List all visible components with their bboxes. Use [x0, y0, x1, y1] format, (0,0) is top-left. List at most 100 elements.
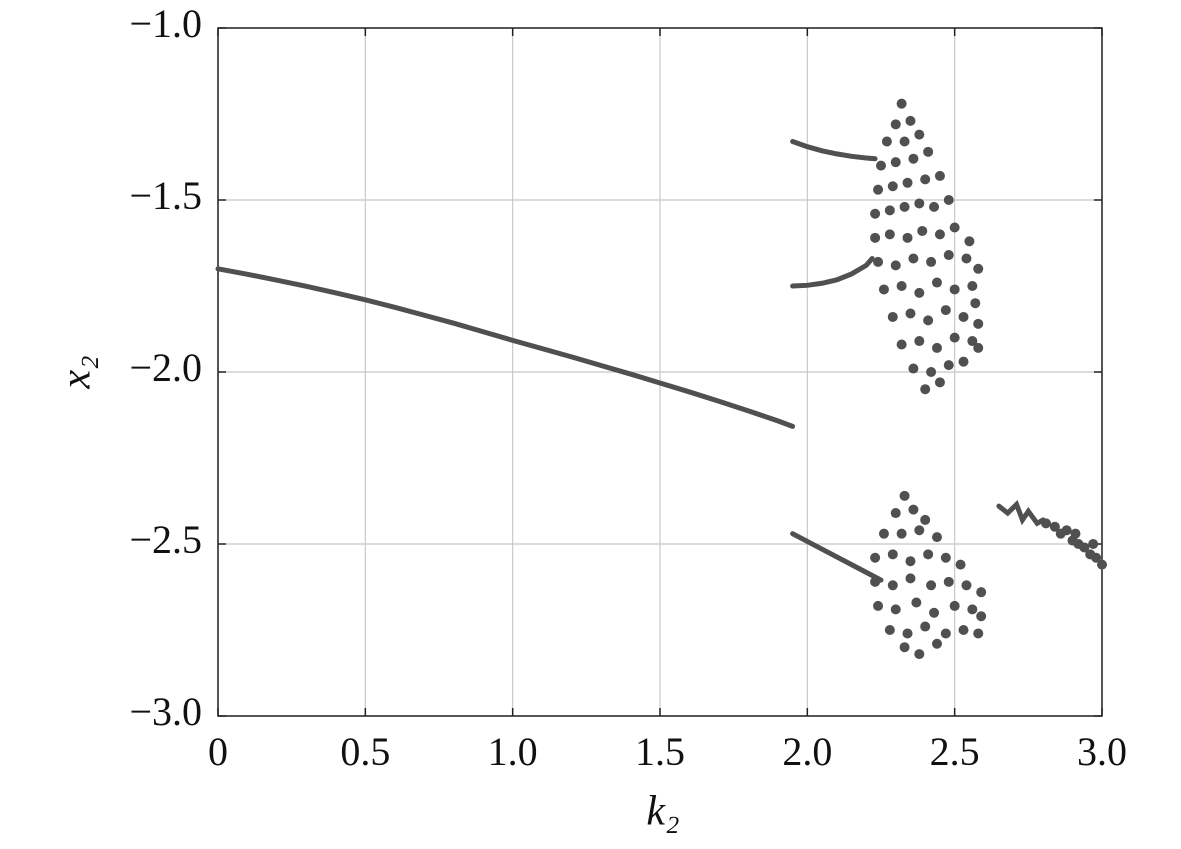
point — [931, 638, 942, 649]
point — [955, 559, 966, 570]
point — [887, 181, 898, 192]
point — [887, 580, 898, 591]
point — [914, 525, 925, 536]
point — [905, 115, 916, 126]
point — [908, 253, 919, 264]
point — [923, 549, 934, 560]
point — [920, 621, 931, 632]
point — [914, 198, 925, 209]
point — [926, 256, 937, 267]
point — [870, 576, 881, 587]
point — [920, 174, 931, 185]
point — [949, 332, 960, 343]
point — [905, 556, 916, 567]
point — [887, 549, 898, 560]
point — [890, 119, 901, 130]
point — [973, 628, 984, 639]
point — [931, 342, 942, 353]
point — [890, 157, 901, 168]
point — [908, 504, 919, 515]
point — [914, 129, 925, 140]
point — [870, 208, 881, 219]
point — [896, 281, 907, 291]
point — [961, 253, 972, 264]
x-tick-label: 1.5 — [635, 729, 685, 774]
x-tick-label: 0 — [208, 729, 228, 774]
point — [973, 318, 984, 329]
x-tick-label: 2.5 — [930, 729, 980, 774]
point — [943, 250, 954, 261]
x-axis-label: k₂ — [646, 789, 679, 835]
point — [896, 98, 907, 109]
point — [914, 649, 925, 660]
point — [902, 177, 913, 188]
x-tick-label: 3.0 — [1077, 729, 1127, 774]
point — [1079, 542, 1090, 553]
point — [943, 576, 954, 587]
point — [870, 232, 881, 243]
point — [896, 339, 907, 350]
point — [958, 311, 969, 322]
plot-frame — [217, 27, 1103, 717]
branch-line — [790, 255, 875, 289]
y-tick-label: −2.0 — [129, 345, 202, 390]
point — [976, 587, 987, 598]
point — [961, 580, 972, 591]
point — [934, 229, 945, 240]
branch-line — [790, 139, 878, 162]
point — [949, 222, 960, 233]
point — [929, 201, 940, 212]
point — [958, 625, 969, 635]
point — [890, 508, 901, 519]
x-tick-label: 1.0 — [488, 729, 538, 774]
point — [908, 363, 919, 374]
point — [920, 514, 931, 525]
point — [899, 201, 910, 212]
point — [899, 136, 910, 147]
point — [940, 628, 951, 639]
branch-line — [790, 531, 884, 583]
point — [896, 528, 907, 539]
y-tick-label: −1.5 — [129, 173, 202, 218]
point — [931, 532, 942, 543]
point — [929, 607, 940, 618]
point — [1097, 559, 1107, 570]
point — [943, 195, 954, 205]
point — [973, 342, 984, 353]
point — [920, 384, 931, 395]
point — [914, 336, 925, 347]
point — [914, 287, 925, 298]
point — [940, 552, 951, 563]
point — [964, 236, 975, 247]
point — [884, 229, 895, 240]
point — [967, 336, 978, 347]
x-tick-label: 2.0 — [782, 729, 832, 774]
point — [908, 153, 919, 164]
point — [905, 573, 916, 584]
point — [890, 260, 901, 271]
point — [940, 305, 951, 316]
point — [949, 284, 960, 295]
y-tick-label: −3.0 — [129, 689, 202, 734]
point — [1070, 528, 1081, 539]
point — [911, 597, 922, 608]
point — [902, 232, 913, 243]
branch-line — [215, 266, 796, 429]
point — [967, 604, 978, 615]
y-tick-label: −1.0 — [129, 1, 202, 46]
point — [917, 225, 928, 236]
point — [899, 490, 910, 501]
point — [970, 298, 981, 309]
point — [884, 625, 895, 635]
point — [976, 611, 987, 622]
point — [1041, 518, 1052, 529]
point — [1088, 539, 1099, 549]
point — [887, 311, 898, 322]
point — [902, 628, 913, 639]
point — [1091, 552, 1102, 563]
point — [1049, 521, 1060, 532]
point — [926, 580, 937, 591]
point — [943, 360, 954, 371]
